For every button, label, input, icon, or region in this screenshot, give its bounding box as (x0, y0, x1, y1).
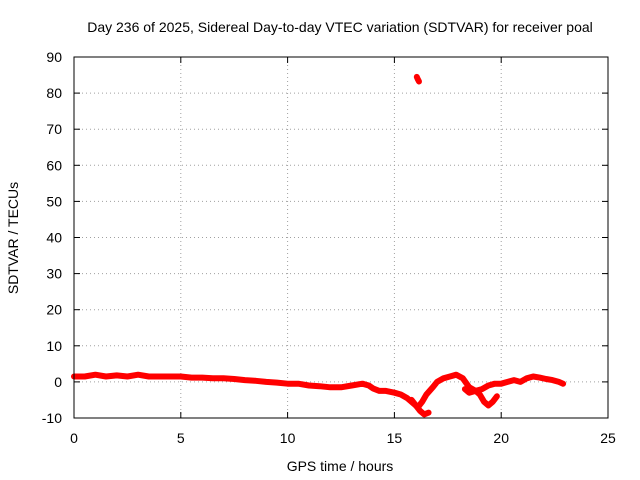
data-point (82, 373, 88, 379)
data-point (462, 386, 468, 392)
data-point (408, 397, 414, 403)
data-point (543, 376, 549, 382)
data-point (477, 392, 483, 398)
x-tick-label: 25 (600, 430, 616, 446)
data-point (413, 402, 419, 408)
data-point (498, 381, 504, 387)
data-point (359, 381, 365, 387)
data-point (485, 402, 491, 408)
axis-ticks: 0 5 10 15 20 25 -10 0 10 20 30 40 50 60 70 80 90 (42, 49, 616, 446)
data-point (327, 384, 333, 390)
data-point (210, 375, 216, 381)
data-point (430, 384, 436, 390)
data-point (398, 392, 404, 398)
y-tick-label: 90 (46, 49, 62, 65)
series-sdtvar (71, 371, 567, 411)
data-point (92, 372, 98, 378)
plot-frame (73, 56, 609, 419)
data-point (423, 392, 429, 398)
data-point (441, 375, 447, 381)
y-tick-label: 10 (46, 338, 62, 354)
y-tick-label: 60 (46, 157, 62, 173)
data-point (404, 395, 410, 401)
data-point (492, 381, 498, 387)
data-point (274, 380, 280, 386)
data-point (466, 390, 472, 396)
data-point (295, 381, 301, 387)
x-tick-label: 10 (280, 430, 296, 446)
y-tick-label: 30 (46, 266, 62, 282)
data-point (221, 375, 227, 381)
x-tick-label: 5 (177, 430, 185, 446)
data-point (490, 399, 496, 405)
data-point (188, 375, 194, 381)
y-axis-title: SDTVAR / TECUs (5, 182, 21, 294)
data-point (383, 388, 389, 394)
data-point (421, 411, 427, 417)
x-axis-title: GPS time / hours (287, 458, 394, 474)
y-tick-label: -10 (42, 410, 62, 426)
data-point (114, 372, 120, 378)
data-point (473, 388, 479, 394)
data-point (419, 399, 425, 405)
data-point (511, 377, 517, 383)
data-point (447, 373, 453, 379)
data-point (549, 377, 555, 383)
x-tick-label: 20 (493, 430, 509, 446)
data-point (417, 408, 423, 414)
y-tick-label: 50 (46, 193, 62, 209)
y-tick-label: 70 (46, 121, 62, 137)
data-point (505, 379, 511, 385)
y-tick-label: 20 (46, 302, 62, 318)
data-point (524, 375, 530, 381)
data-points (71, 73, 567, 418)
y-tick-label: 80 (46, 85, 62, 101)
data-point (167, 373, 173, 379)
data-point (317, 383, 323, 389)
data-point (479, 386, 485, 392)
data-point (453, 372, 459, 378)
data-point (135, 372, 141, 378)
data-point (537, 375, 543, 381)
data-point (366, 383, 372, 389)
grid (74, 57, 608, 418)
data-point (434, 379, 440, 385)
data-point (481, 399, 487, 405)
x-tick-label: 15 (387, 430, 403, 446)
data-point (530, 373, 536, 379)
x-tick-label: 0 (70, 430, 78, 446)
data-point (306, 383, 312, 389)
data-point (517, 379, 523, 385)
data-point (199, 375, 205, 381)
data-point (253, 378, 259, 384)
data-point (103, 373, 109, 379)
data-point (156, 373, 162, 379)
data-point (416, 79, 422, 85)
series-sdtvar-branch-2 (461, 386, 500, 409)
data-point (349, 383, 355, 389)
data-point (242, 377, 248, 383)
data-point (124, 373, 130, 379)
data-point (285, 381, 291, 387)
series-sdtvar-branch (408, 396, 432, 418)
data-point (460, 375, 466, 381)
data-point (338, 384, 344, 390)
data-point (263, 379, 269, 385)
data-point (146, 373, 152, 379)
y-tick-label: 40 (46, 230, 62, 246)
series-sdtvar-outlier (413, 73, 422, 85)
chart-title: Day 236 of 2025, Sidereal Day-to-day VTE… (87, 19, 593, 35)
data-point (426, 410, 432, 416)
data-point (494, 393, 500, 399)
data-point (485, 383, 491, 389)
data-point (178, 373, 184, 379)
data-point (560, 381, 566, 387)
data-point (556, 379, 562, 385)
data-point (231, 376, 237, 382)
data-point (370, 385, 376, 391)
y-tick-label: 0 (54, 374, 62, 390)
data-point (391, 390, 397, 396)
data-point (376, 388, 382, 394)
